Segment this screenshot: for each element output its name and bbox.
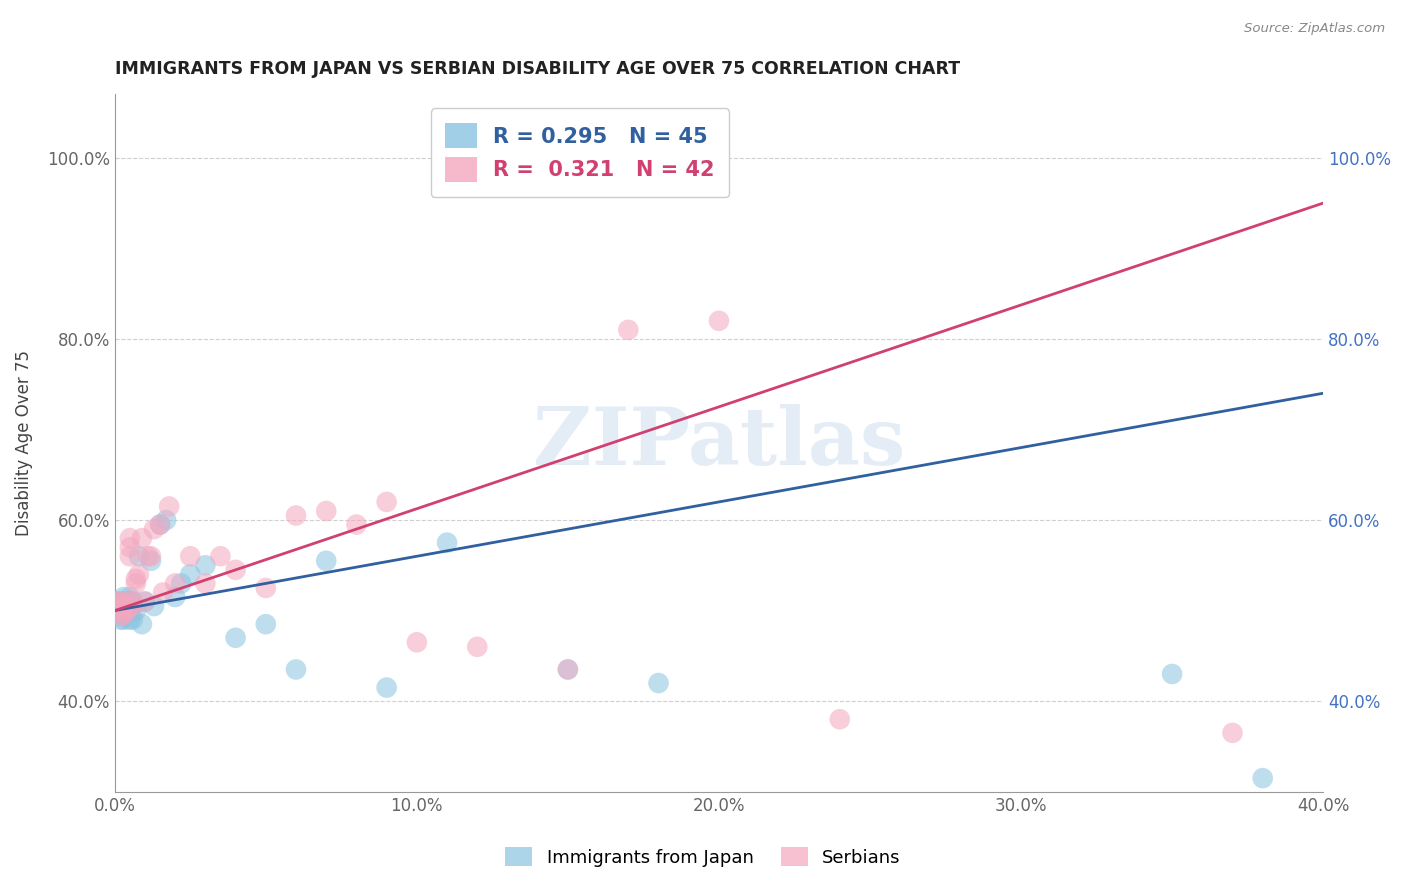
Point: [115, 594, 138, 608]
Point: [118, 604, 141, 618]
Y-axis label: Disability Age Over 75: Disability Age Over 75: [15, 350, 32, 536]
Point: [134, 594, 156, 608]
Point: [110, 599, 132, 613]
Point: [179, 567, 201, 582]
Point: [115, 599, 138, 613]
Legend: Immigrants from Japan, Serbians: Immigrants from Japan, Serbians: [498, 840, 908, 874]
Point: [110, 613, 132, 627]
Point: [707, 314, 730, 328]
Point: [128, 567, 150, 582]
Point: [118, 540, 141, 554]
Point: [254, 617, 277, 632]
Point: [112, 604, 135, 618]
Point: [131, 617, 153, 632]
Point: [115, 604, 138, 618]
Point: [112, 608, 135, 623]
Point: [436, 535, 458, 549]
Point: [118, 549, 141, 564]
Point: [1222, 726, 1244, 740]
Point: [617, 323, 640, 337]
Point: [165, 590, 187, 604]
Point: [346, 517, 368, 532]
Point: [107, 594, 129, 608]
Point: [285, 508, 308, 523]
Point: [170, 576, 193, 591]
Point: [139, 554, 162, 568]
Point: [157, 500, 180, 514]
Point: [112, 613, 135, 627]
Point: [128, 549, 150, 564]
Point: [1251, 771, 1274, 785]
Point: [134, 594, 156, 608]
Point: [194, 576, 217, 591]
Point: [209, 549, 232, 564]
Point: [225, 563, 247, 577]
Point: [149, 517, 172, 532]
Point: [125, 572, 148, 586]
Point: [118, 613, 141, 627]
Point: [122, 613, 145, 627]
Point: [110, 594, 132, 608]
Point: [110, 604, 132, 618]
Point: [285, 663, 308, 677]
Point: [112, 604, 135, 618]
Point: [118, 590, 141, 604]
Text: IMMIGRANTS FROM JAPAN VS SERBIAN DISABILITY AGE OVER 75 CORRELATION CHART: IMMIGRANTS FROM JAPAN VS SERBIAN DISABIL…: [115, 60, 960, 78]
Point: [405, 635, 427, 649]
Point: [131, 531, 153, 545]
Point: [1161, 667, 1184, 681]
Point: [647, 676, 669, 690]
Point: [139, 549, 162, 564]
Point: [122, 594, 145, 608]
Point: [225, 631, 247, 645]
Point: [107, 608, 129, 623]
Point: [112, 599, 135, 613]
Point: [110, 594, 132, 608]
Point: [375, 681, 398, 695]
Point: [179, 549, 201, 564]
Point: [122, 599, 145, 613]
Point: [315, 554, 337, 568]
Point: [107, 594, 129, 608]
Point: [118, 531, 141, 545]
Text: ZIPatlas: ZIPatlas: [533, 404, 905, 482]
Point: [143, 599, 166, 613]
Point: [122, 594, 145, 608]
Point: [149, 517, 172, 532]
Point: [112, 608, 135, 623]
Point: [118, 594, 141, 608]
Point: [557, 663, 579, 677]
Point: [125, 576, 148, 591]
Point: [110, 608, 132, 623]
Text: Source: ZipAtlas.com: Source: ZipAtlas.com: [1244, 22, 1385, 36]
Point: [122, 599, 145, 613]
Point: [465, 640, 488, 654]
Point: [254, 581, 277, 595]
Legend: R = 0.295   N = 45, R =  0.321   N = 42: R = 0.295 N = 45, R = 0.321 N = 42: [430, 108, 730, 196]
Point: [155, 513, 177, 527]
Point: [115, 594, 138, 608]
Point: [107, 599, 129, 613]
Point: [143, 522, 166, 536]
Point: [194, 558, 217, 573]
Point: [152, 585, 174, 599]
Point: [375, 495, 398, 509]
Point: [107, 604, 129, 618]
Point: [557, 663, 579, 677]
Point: [125, 604, 148, 618]
Point: [828, 712, 851, 726]
Point: [136, 549, 159, 564]
Point: [165, 576, 187, 591]
Point: [112, 590, 135, 604]
Point: [115, 604, 138, 618]
Point: [112, 599, 135, 613]
Point: [107, 599, 129, 613]
Point: [315, 504, 337, 518]
